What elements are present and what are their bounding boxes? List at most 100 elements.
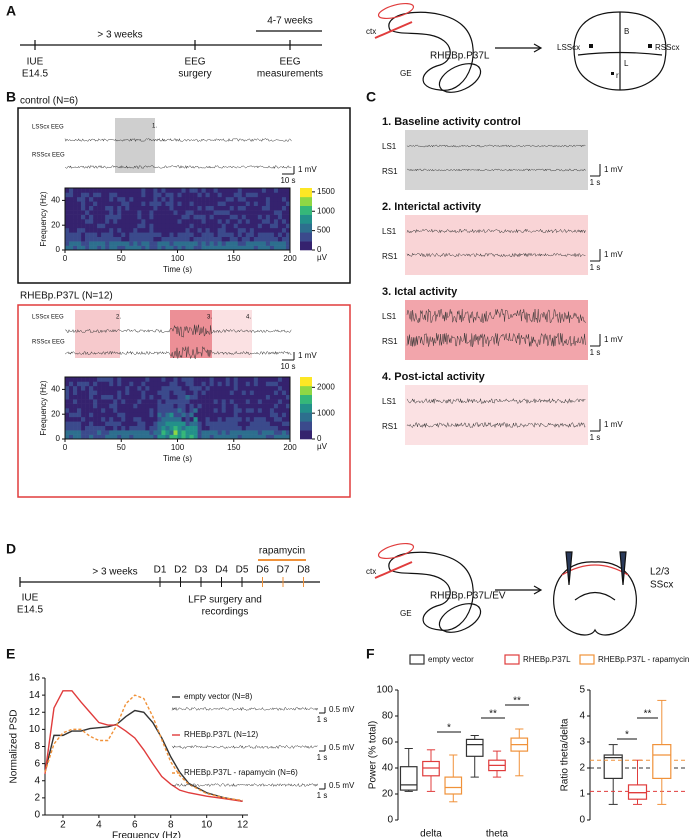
spectrogram-cell bbox=[81, 403, 86, 409]
spectrogram-cell bbox=[273, 412, 279, 418]
spectrogram-cell bbox=[105, 421, 110, 427]
spectrogram-cell bbox=[245, 196, 251, 202]
spectrogram-cell bbox=[97, 241, 102, 246]
spectrogram-cell bbox=[265, 412, 271, 418]
spectrogram-cell bbox=[85, 399, 90, 404]
spectrogram-cell bbox=[145, 201, 150, 207]
spectrogram-cell bbox=[253, 394, 259, 400]
spectrogram-cell bbox=[177, 403, 182, 409]
spectrogram-cell bbox=[241, 236, 247, 242]
spectrogram-cell bbox=[65, 390, 70, 396]
spectrogram-cell bbox=[101, 241, 106, 246]
spectrogram-cell bbox=[277, 430, 283, 435]
spectrogram-cell bbox=[269, 377, 275, 382]
spectrogram-cell bbox=[189, 196, 194, 202]
spectrogram-cell bbox=[269, 412, 275, 418]
spectrogram-cell bbox=[173, 421, 178, 427]
label: RS1 bbox=[382, 252, 398, 261]
spectrogram-cell bbox=[245, 416, 251, 422]
spectrogram-cell bbox=[125, 241, 130, 246]
spectrogram-cell bbox=[85, 403, 90, 409]
spectrogram-cell bbox=[173, 227, 178, 233]
spectrogram-cell bbox=[209, 227, 214, 233]
spectrogram-cell bbox=[73, 232, 78, 238]
spectrogram-cell bbox=[185, 394, 190, 400]
label: recordings bbox=[202, 607, 249, 618]
spectrogram-cell bbox=[125, 421, 130, 427]
spectrogram-cell bbox=[241, 245, 247, 251]
spectrogram-cell bbox=[237, 188, 243, 193]
spectrogram-cell bbox=[245, 192, 251, 198]
spectrogram-cell bbox=[269, 201, 275, 207]
spectrogram-cell bbox=[81, 201, 86, 207]
spectrogram-cell bbox=[205, 377, 210, 382]
eeg-trace bbox=[171, 706, 318, 712]
eeg-trace bbox=[171, 782, 318, 788]
spectrogram-cell bbox=[265, 416, 271, 422]
spectrogram-cell bbox=[285, 381, 291, 387]
spectrogram-cell bbox=[165, 219, 170, 224]
highlight bbox=[75, 310, 120, 358]
eeg-trace bbox=[64, 324, 292, 338]
spectrogram-cell bbox=[97, 214, 102, 220]
spectrogram-cell bbox=[157, 188, 162, 193]
spectrogram-cell bbox=[69, 377, 74, 382]
spectrogram-cell bbox=[281, 245, 287, 251]
label: 50 bbox=[117, 254, 126, 263]
spectrogram-cell bbox=[273, 385, 279, 391]
spectrogram-cell bbox=[145, 245, 150, 251]
spectrogram-cell bbox=[265, 421, 271, 427]
spectrogram-cell bbox=[285, 205, 291, 211]
spectrogram-cell bbox=[177, 223, 182, 229]
label: 1 bbox=[579, 789, 585, 800]
spectrogram-cell bbox=[193, 219, 198, 224]
spectrogram-cell bbox=[229, 390, 235, 396]
spectrogram-cell bbox=[69, 425, 74, 431]
spectrogram-cell bbox=[217, 205, 222, 211]
spectrogram-cell bbox=[81, 430, 86, 435]
spectrogram-cell bbox=[217, 227, 222, 233]
spectrogram-cell bbox=[125, 403, 130, 409]
spectrogram-cell bbox=[265, 385, 271, 391]
spectrogram-cell bbox=[101, 214, 106, 220]
spectrogram-cell bbox=[109, 188, 114, 193]
spectrogram-cell bbox=[209, 236, 214, 242]
spectrogram-cell bbox=[201, 241, 206, 246]
spectrogram-cell bbox=[113, 210, 118, 215]
spectrogram-cell bbox=[73, 201, 78, 207]
label: LSScx EEG bbox=[32, 125, 64, 131]
spectrogram-cell bbox=[233, 421, 239, 427]
spectrogram-cell bbox=[213, 205, 218, 211]
spectrogram-cell bbox=[157, 214, 162, 220]
spectrogram-cell bbox=[89, 399, 94, 404]
spectrogram-cell bbox=[233, 214, 239, 220]
spectrogram-cell bbox=[229, 219, 235, 224]
spectrogram-cell bbox=[201, 399, 206, 404]
spectrogram-cell bbox=[261, 408, 267, 413]
spectrogram-cell bbox=[141, 245, 146, 251]
spectrogram-cell bbox=[193, 399, 198, 404]
eeg-trace bbox=[406, 421, 586, 429]
spectrogram-cell bbox=[69, 434, 74, 440]
spectrogram-cell bbox=[233, 219, 239, 224]
label: D bbox=[6, 541, 16, 557]
spectrogram-cell bbox=[229, 196, 235, 202]
label: LS1 bbox=[382, 312, 397, 321]
spectrogram-cell bbox=[93, 227, 98, 233]
spectrogram-cell bbox=[81, 205, 86, 211]
spectrogram-cell bbox=[105, 385, 110, 391]
spectrogram-cell bbox=[81, 381, 86, 387]
spectrogram-cell bbox=[145, 205, 150, 211]
spectrogram-cell bbox=[281, 210, 287, 215]
spectrogram-cell bbox=[153, 425, 158, 431]
spectrogram-cell bbox=[261, 430, 267, 435]
eeg-trace bbox=[64, 137, 292, 143]
spectrogram-cell bbox=[133, 390, 138, 396]
spectrogram-cell bbox=[209, 188, 214, 193]
spectrogram-cell bbox=[157, 205, 162, 211]
spectrogram-cell bbox=[233, 192, 239, 198]
highlight bbox=[212, 310, 252, 358]
spectrogram-cell bbox=[285, 236, 291, 242]
spectrogram-cell bbox=[257, 227, 263, 233]
spectrogram-cell bbox=[189, 232, 194, 238]
